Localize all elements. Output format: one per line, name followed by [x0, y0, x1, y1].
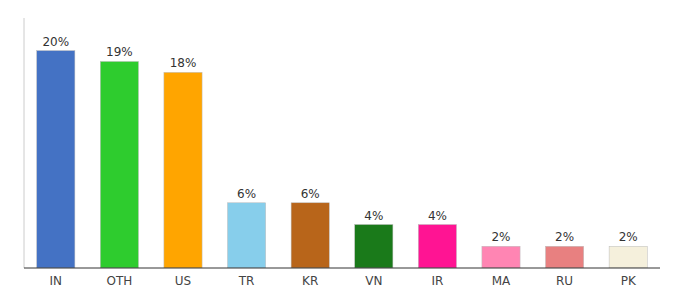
- x-tick-label: PK: [621, 274, 637, 288]
- bar: [100, 61, 138, 268]
- x-tick-label: RU: [556, 274, 573, 288]
- bar: [609, 246, 647, 268]
- bar: [164, 72, 202, 268]
- data-label: 19%: [106, 45, 133, 59]
- data-label: 6%: [237, 187, 256, 201]
- data-label: 2%: [491, 230, 510, 244]
- chart-container: IN OTH US TR KR VN IR MA RU PK 20% 19% 18% 6% 6% 4% 4% 2%…: [0, 0, 680, 300]
- x-tick-label: IN: [50, 274, 63, 288]
- bar: [228, 203, 266, 268]
- data-label: 4%: [428, 209, 447, 223]
- x-tick-label: KR: [302, 274, 318, 288]
- data-label: 6%: [301, 187, 320, 201]
- data-label: 20%: [42, 35, 69, 49]
- x-tick-label: MA: [492, 274, 511, 288]
- data-label: 4%: [364, 209, 383, 223]
- bar: [418, 225, 456, 268]
- chart: IN OTH US TR KR VN IR MA RU PK 20% 19% 18% 6% 6% 4% 4% 2%…: [0, 0, 680, 300]
- data-label: 2%: [619, 230, 638, 244]
- bar: [37, 51, 75, 268]
- x-axis-line: [24, 268, 660, 269]
- bar: [355, 225, 393, 268]
- bars: [37, 51, 648, 268]
- x-tick-label: OTH: [106, 274, 132, 288]
- bar: [546, 246, 584, 268]
- bar: [291, 203, 329, 268]
- x-tick-label: TR: [238, 274, 255, 288]
- y-axis-line: [24, 18, 25, 268]
- x-tick-label: VN: [365, 274, 382, 288]
- x-tick-label: US: [175, 274, 191, 288]
- data-label: 2%: [555, 230, 574, 244]
- data-label: 18%: [170, 56, 197, 70]
- x-tick-label: IR: [431, 274, 443, 288]
- bar: [482, 246, 520, 268]
